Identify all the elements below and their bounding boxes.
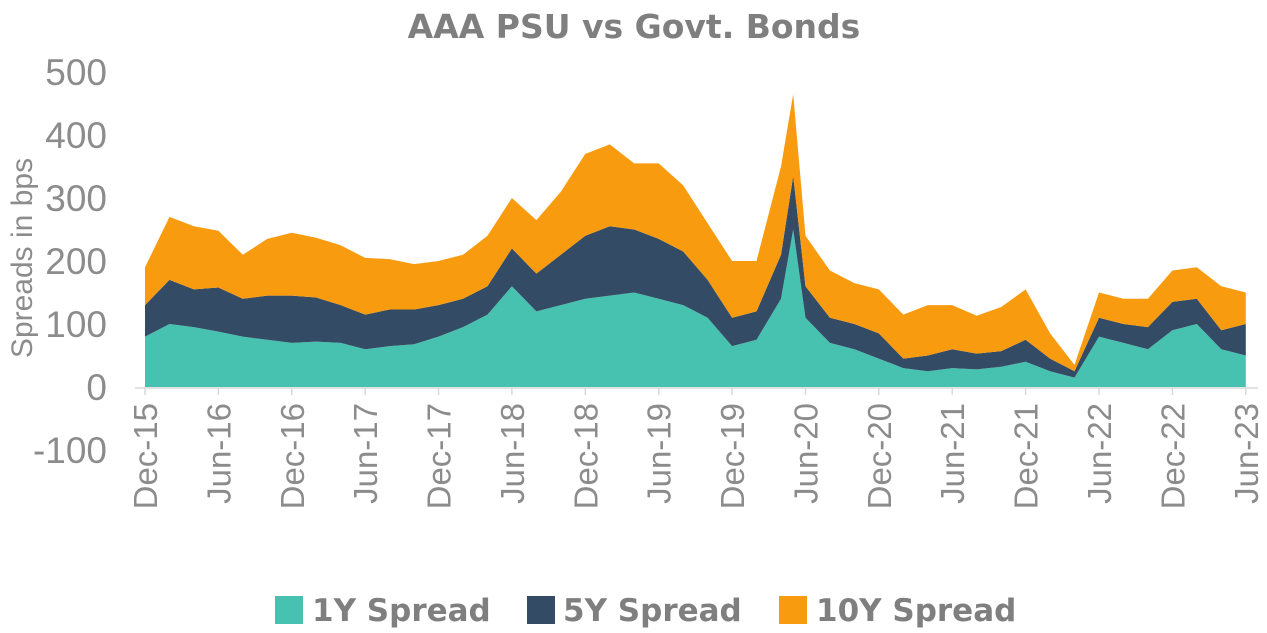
x-tick-label: Jun-17: [347, 403, 384, 504]
legend-swatch-1y: [275, 596, 303, 624]
y-tick-label: 400: [45, 115, 107, 156]
x-tick-label: Jun-19: [641, 403, 678, 504]
x-tick-label: Jun-16: [200, 403, 237, 504]
y-tick-label: 100: [45, 304, 107, 345]
legend-swatch-10y: [779, 596, 807, 624]
x-tick-label: Jun-22: [1081, 403, 1118, 504]
x-tick-label: Jun-18: [494, 403, 531, 504]
x-tick-label: Jun-21: [934, 403, 971, 504]
y-tick-label: -100: [33, 430, 107, 471]
x-tick-label: Dec-18: [567, 403, 604, 509]
y-axis-label: Spreads in bps: [6, 158, 39, 358]
legend: 1Y Spread 5Y Spread 10Y Spread: [275, 593, 1016, 629]
x-tick-label: Dec-19: [714, 403, 751, 509]
y-tick-label: 0: [86, 367, 107, 408]
x-tick-label: Dec-20: [861, 403, 898, 509]
y-tick-label: 200: [45, 241, 107, 282]
x-tick-label: Dec-22: [1154, 403, 1191, 509]
y-tick-label: 300: [45, 178, 107, 219]
legend-label-1y: 1Y Spread: [312, 593, 491, 629]
x-tick-label: Dec-17: [421, 403, 458, 509]
legend-swatch-5y: [527, 596, 555, 624]
x-tick-label: Jun-23: [1228, 403, 1265, 504]
legend-label-5y: 5Y Spread: [563, 593, 742, 629]
y-axis: -100 0 100 200 300 400 500: [33, 52, 107, 471]
x-tick-label: Dec-21: [1008, 403, 1045, 509]
y-tick-label: 500: [45, 52, 107, 93]
area-series-10y: [145, 94, 1246, 372]
area-series-1y: [145, 229, 1246, 387]
legend-label-10y: 10Y Spread: [816, 593, 1016, 629]
plot-area: [145, 94, 1246, 387]
area-series-5y: [145, 175, 1246, 378]
x-tick-labels: Dec-15 Jun-16 Dec-16 Jun-17 Dec-17 Jun-18 Dec-…: [127, 388, 1265, 509]
chart-title: AAA PSU vs Govt. Bonds: [408, 7, 861, 46]
x-tick-label: Dec-16: [274, 403, 311, 509]
x-tick-label: Jun-20: [788, 403, 825, 504]
x-tick-label: Dec-15: [127, 403, 164, 509]
